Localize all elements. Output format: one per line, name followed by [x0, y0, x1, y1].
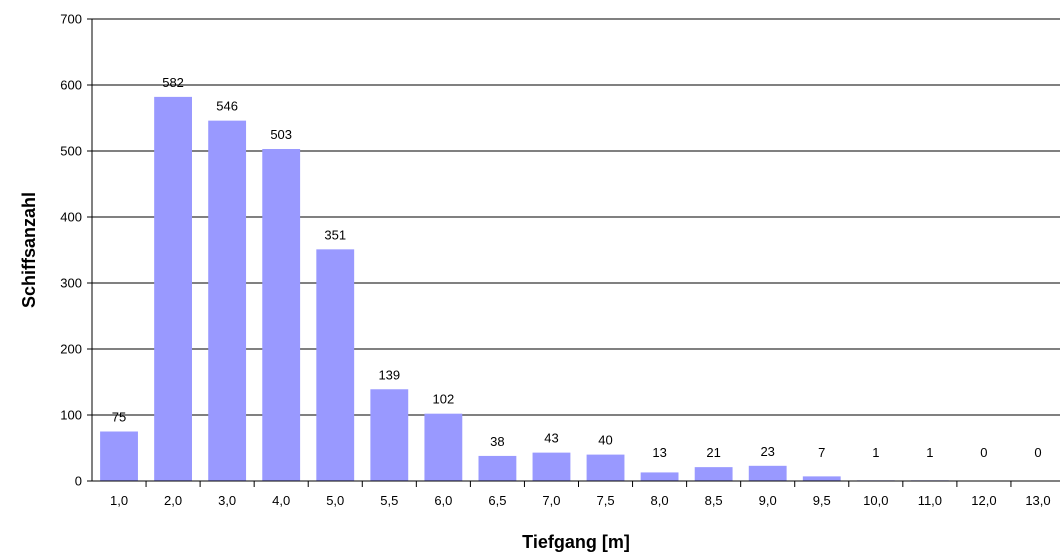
- gridlines: [87, 18, 1060, 487]
- bar: [640, 472, 679, 481]
- axes: [91, 19, 1060, 482]
- data-label: 75: [112, 410, 126, 425]
- x-tick-label: 7,0: [542, 493, 560, 508]
- data-label: 1: [926, 445, 933, 460]
- bar: [424, 413, 463, 481]
- x-tick-label: 12,0: [971, 493, 996, 508]
- x-axis-title: Tiefgang [m]: [522, 532, 630, 552]
- bar: [586, 454, 625, 481]
- bars: [100, 96, 949, 481]
- data-label: 21: [706, 445, 720, 460]
- bar: [532, 452, 571, 481]
- x-tick-label: 5,0: [326, 493, 344, 508]
- x-tick-label: 6,5: [488, 493, 506, 508]
- bar: [478, 455, 517, 481]
- x-tick-label: 1,0: [110, 493, 128, 508]
- bar: [316, 249, 355, 481]
- data-label: 0: [1034, 445, 1041, 460]
- x-tick-label: 9,5: [813, 493, 831, 508]
- x-tick-label: 9,0: [759, 493, 777, 508]
- data-label: 1: [872, 445, 879, 460]
- bar: [208, 120, 247, 481]
- y-axis-title: Schiffsanzahl: [19, 192, 39, 308]
- y-tick-label: 100: [60, 408, 82, 423]
- data-label: 351: [324, 227, 346, 242]
- x-tick-label: 3,0: [218, 493, 236, 508]
- data-label: 23: [760, 444, 774, 459]
- data-label: 0: [980, 445, 987, 460]
- x-tick-label: 7,5: [596, 493, 614, 508]
- y-tick-labels: 0 100 200 300 400 500 600 700: [60, 12, 82, 489]
- x-tick-label: 6,0: [434, 493, 452, 508]
- x-tick-label: 5,5: [380, 493, 398, 508]
- x-tick-label: 8,0: [651, 493, 669, 508]
- bar: [748, 465, 787, 481]
- y-tick-label: 500: [60, 144, 82, 159]
- x-tick-label: 10,0: [863, 493, 888, 508]
- bar: [100, 431, 138, 481]
- bar: [694, 467, 733, 481]
- y-tick-label: 400: [60, 210, 82, 225]
- y-tick-label: 300: [60, 276, 82, 291]
- data-labels: 75 582 546 503 351 139 102 38 43 40 13 21 23 7 1 1 0 0: [112, 75, 1042, 460]
- x-tick-label: 11,0: [918, 493, 942, 508]
- data-label: 13: [652, 445, 666, 460]
- data-label: 139: [378, 367, 400, 382]
- bar: [154, 96, 193, 481]
- data-label: 7: [818, 445, 825, 460]
- y-tick-label: 200: [60, 342, 82, 357]
- x-tick-labels: 1,0 2,0 3,0 4,0 5,0 5,5 6,0 6,5 7,0 7,5 8,0 8,5 9,0 9…: [110, 493, 1051, 508]
- bar: [370, 389, 409, 481]
- y-tick-label: 700: [60, 12, 82, 27]
- data-label: 546: [216, 99, 238, 114]
- data-label: 102: [433, 392, 455, 407]
- y-tick-label: 0: [75, 474, 82, 489]
- bar: [262, 149, 301, 481]
- x-tick-label: 8,5: [705, 493, 723, 508]
- x-tick-label: 4,0: [272, 493, 290, 508]
- bar: [802, 476, 841, 481]
- data-label: 582: [162, 75, 184, 90]
- y-tick-label: 600: [60, 78, 82, 93]
- data-label: 38: [490, 434, 504, 449]
- x-tick-label: 2,0: [164, 493, 182, 508]
- data-label: 503: [270, 127, 292, 142]
- data-label: 40: [598, 433, 612, 448]
- x-tick-label: 13,0: [1025, 493, 1050, 508]
- data-label: 43: [544, 431, 558, 446]
